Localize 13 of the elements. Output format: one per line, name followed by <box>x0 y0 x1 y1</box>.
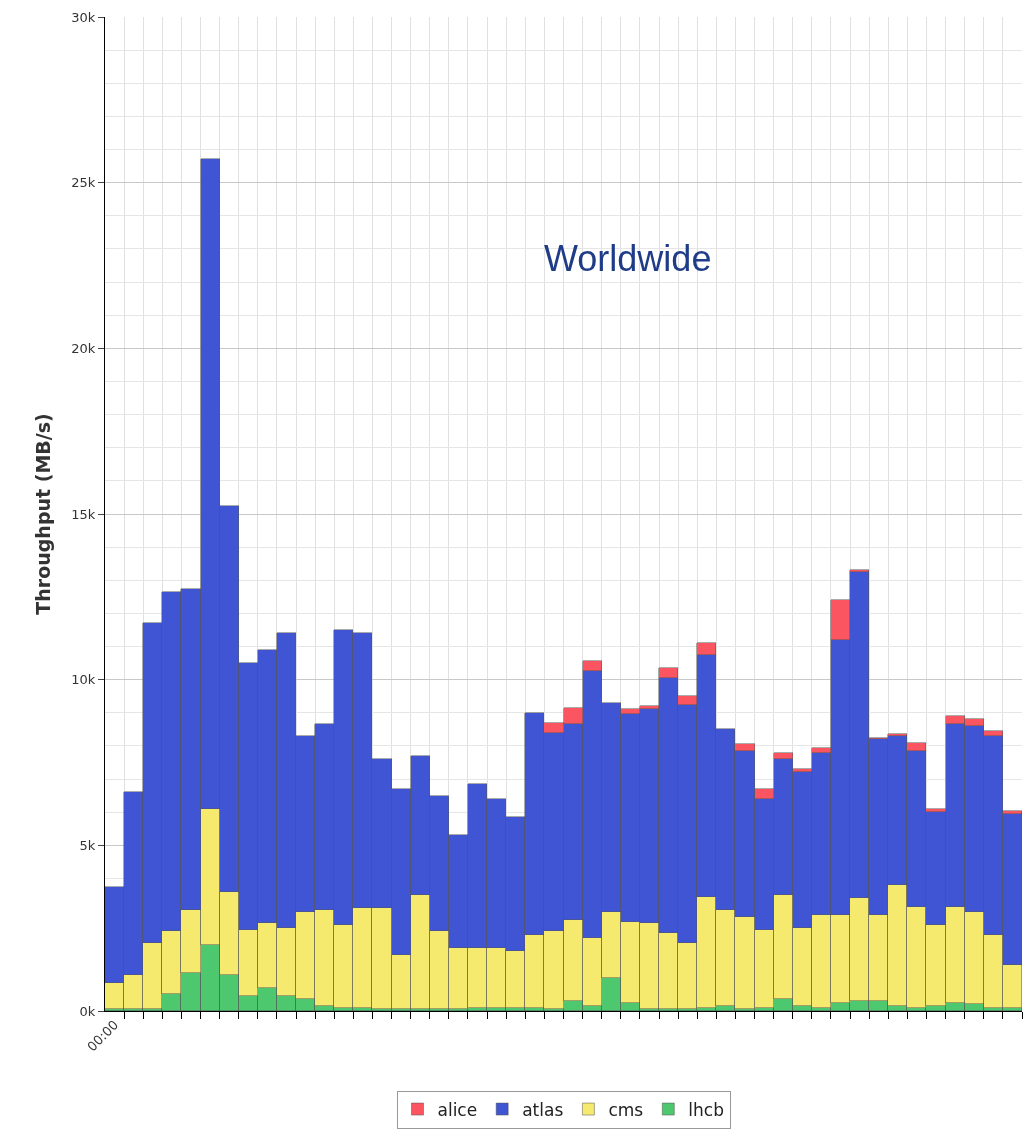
legend-label: atlas <box>522 1099 564 1120</box>
y-axis-title: Throughput (MB/s) <box>32 413 55 615</box>
annotation: Worldwide <box>544 238 712 279</box>
y-tick-label: 15k <box>71 506 96 522</box>
y-tick-label: 25k <box>71 175 96 191</box>
legend-label: lhcb <box>688 1099 724 1120</box>
y-tick-label: 30k <box>71 9 96 25</box>
legend-label: alice <box>437 1099 478 1120</box>
y-tick-label: 0k <box>79 1003 96 1019</box>
y-tick-label: 20k <box>71 340 96 356</box>
y-tick-label: 5k <box>79 837 96 853</box>
legend-label: cms <box>608 1099 644 1120</box>
y-tick-label: 10k <box>71 672 96 688</box>
